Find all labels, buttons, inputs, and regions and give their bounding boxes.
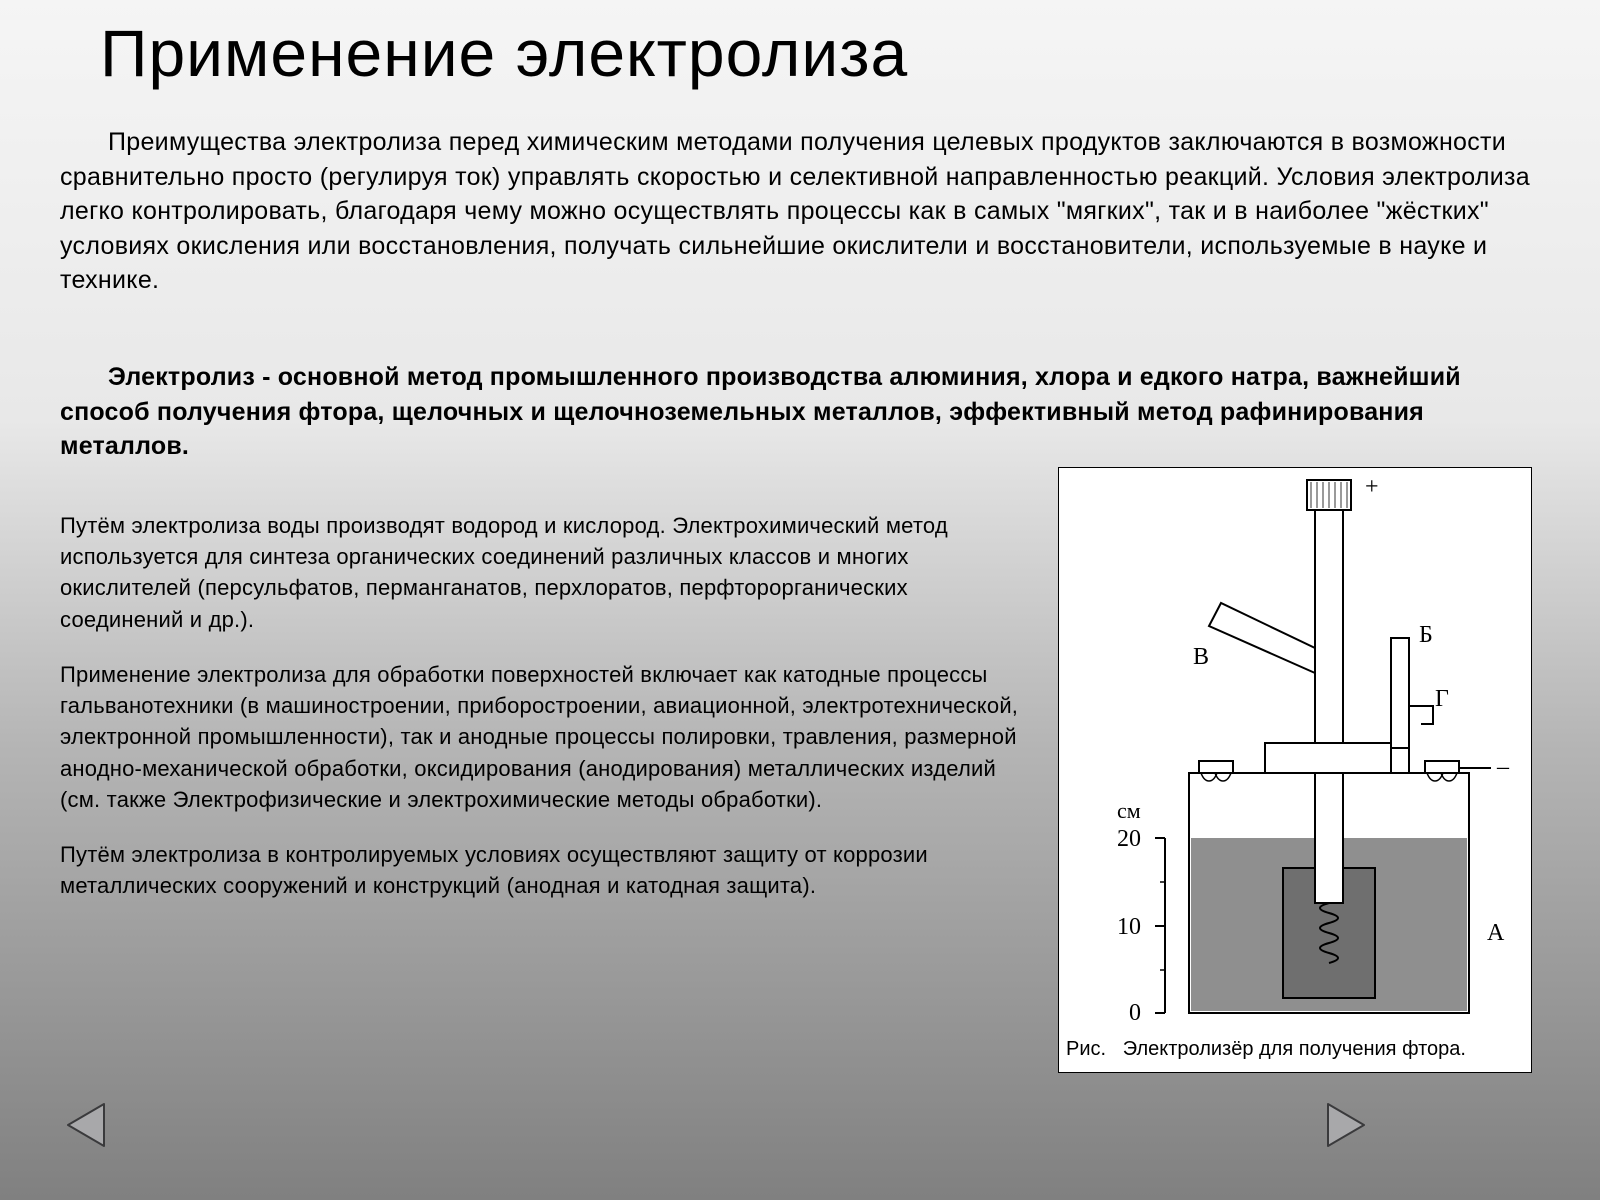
diagram-scale-unit: см (1117, 798, 1141, 824)
diagram-tick-0: 0 (1129, 1000, 1141, 1027)
details-p1: Путём электролиза воды производят водоро… (60, 510, 1030, 635)
details-block: Путём электролиза воды производят водоро… (60, 510, 1030, 926)
diagram-label-v: В (1193, 644, 1209, 671)
caption-text: Электролизёр для получения фтора. (1123, 1038, 1466, 1060)
intro-paragraph: Преимущества электролиза перед химически… (60, 125, 1540, 298)
next-slide-button[interactable] (1318, 1098, 1372, 1152)
diagram-tick-20: 20 (1117, 826, 1141, 853)
diagram-label-b: Б (1419, 622, 1433, 649)
diagram-plus-label: + (1365, 474, 1379, 501)
diagram-minus-label: – (1497, 754, 1509, 781)
details-p3: Путём электролиза в контролируемых услов… (60, 839, 1030, 901)
diagram-electrolyzer: + – Б В Г А см 20 10 0 (1058, 467, 1532, 1073)
diagram-tick-10: 10 (1117, 914, 1141, 941)
diagram-label-a: А (1487, 920, 1504, 947)
diagram-svg (1059, 468, 1531, 1033)
diagram-label-g: Г (1435, 686, 1449, 713)
diagram-caption: Рис. Электролизёр для получения фтора. (1066, 1038, 1536, 1061)
bold-paragraph: Электролиз - основной метод промышленног… (60, 360, 1540, 464)
arrow-left-icon (60, 1098, 114, 1152)
page-title: Применение электролиза (100, 15, 908, 91)
caption-prefix: Рис. (1066, 1038, 1106, 1060)
slide: Применение электролиза Преимущества элек… (0, 0, 1600, 1200)
arrow-right-icon (1318, 1098, 1372, 1152)
prev-slide-button[interactable] (60, 1098, 114, 1152)
details-p2: Применение электролиза для обработки пов… (60, 659, 1030, 815)
